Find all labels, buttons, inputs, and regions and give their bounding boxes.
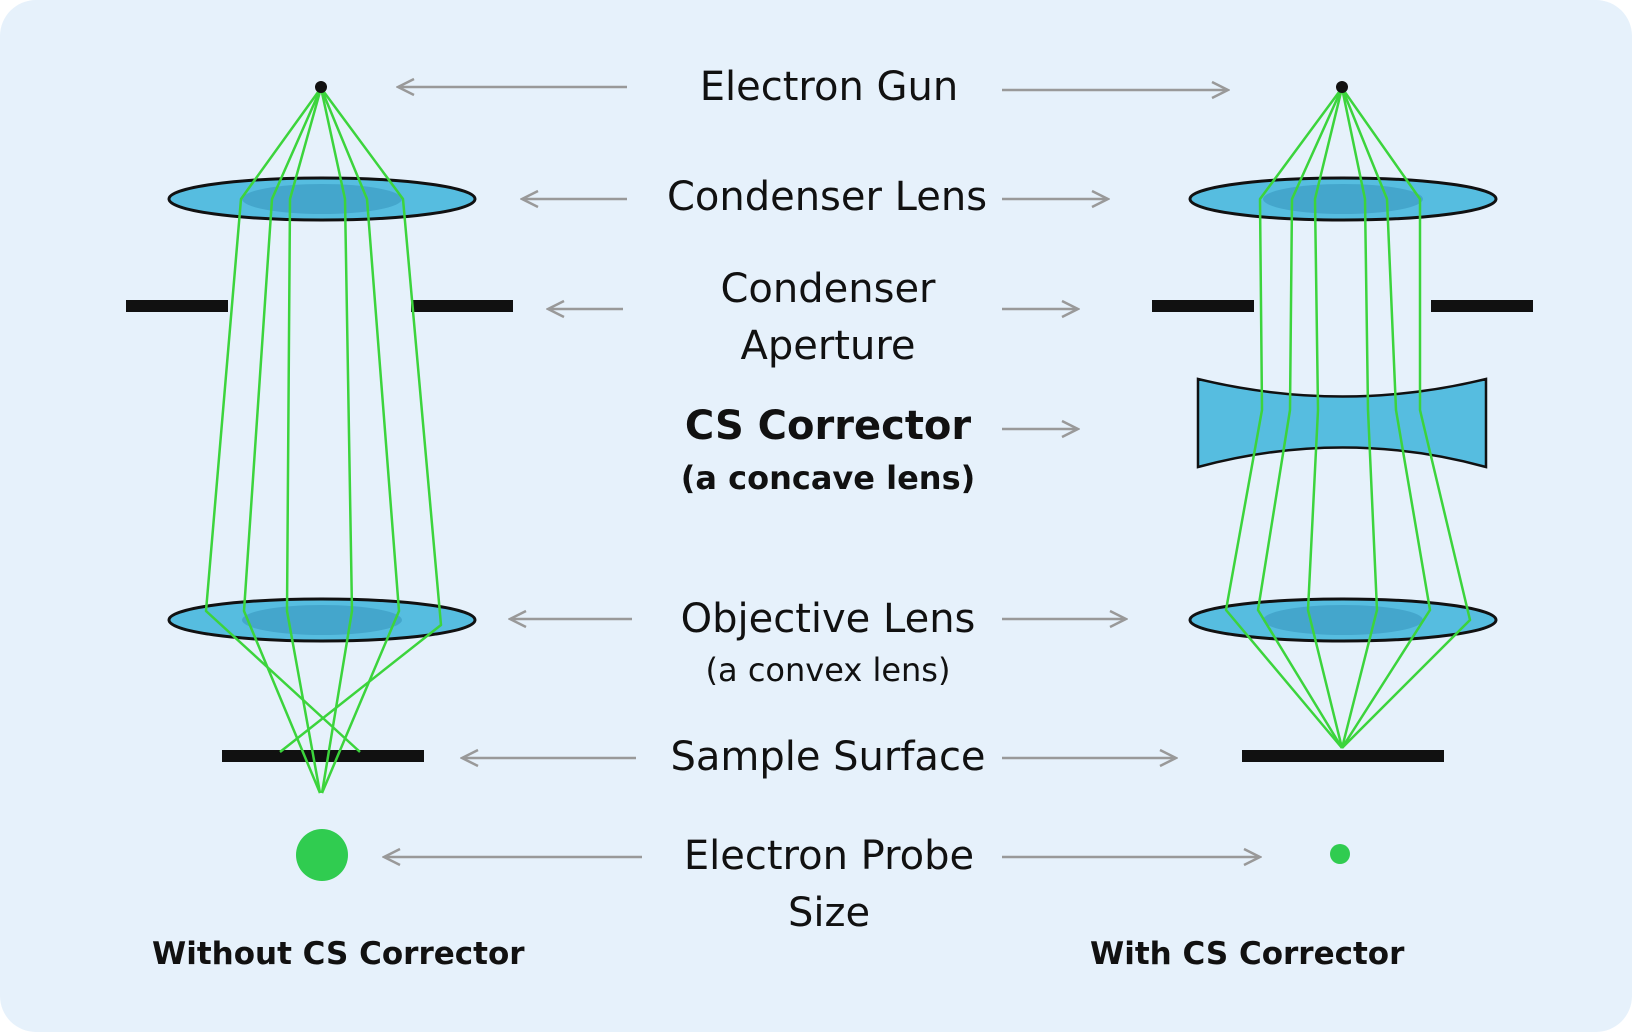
right-column (1152, 81, 1533, 864)
right-objective-lens (1188, 597, 1498, 643)
label-cs-corrector-sub: (a concave lens) (680, 459, 976, 497)
left-aperture-plate-left (126, 300, 228, 312)
caption-with-corrector: With CS Corrector (1090, 936, 1405, 972)
left-probe-dot (296, 829, 348, 881)
label-probe-size-line1: Electron Probe (683, 833, 975, 879)
label-cs-corrector: CS Corrector (684, 403, 972, 449)
left-column (126, 81, 513, 881)
label-objective-lens: Objective Lens (680, 596, 976, 642)
cs-corrector-lens (1196, 377, 1488, 469)
left-sample-surface (222, 750, 424, 762)
right-sample-surface (1242, 750, 1444, 762)
left-electron-gun-source (315, 81, 327, 93)
label-objective-lens-sub: (a convex lens) (705, 651, 951, 689)
left-condenser-lens (167, 176, 477, 222)
right-condenser-lens (1188, 176, 1498, 222)
label-sample-surface: Sample Surface (670, 734, 986, 780)
label-electron-gun: Electron Gun (699, 64, 959, 110)
right-aperture-plate-left (1152, 300, 1254, 312)
right-electron-beams (1224, 87, 1472, 749)
right-aperture-plate-right (1431, 300, 1533, 312)
right-probe-dot (1330, 844, 1350, 864)
caption-without-corrector: Without CS Corrector (152, 936, 525, 972)
label-condenser-lens: Condenser Lens (666, 174, 988, 220)
left-aperture-plate-right (411, 300, 513, 312)
label-condenser-aperture-line2: Aperture (740, 323, 916, 369)
right-electron-gun-source (1336, 81, 1348, 93)
label-probe-size-line2: Size (787, 890, 871, 936)
label-condenser-aperture-line1: Condenser (720, 266, 936, 312)
left-electron-beams (204, 87, 443, 794)
arrows (384, 87, 1260, 857)
